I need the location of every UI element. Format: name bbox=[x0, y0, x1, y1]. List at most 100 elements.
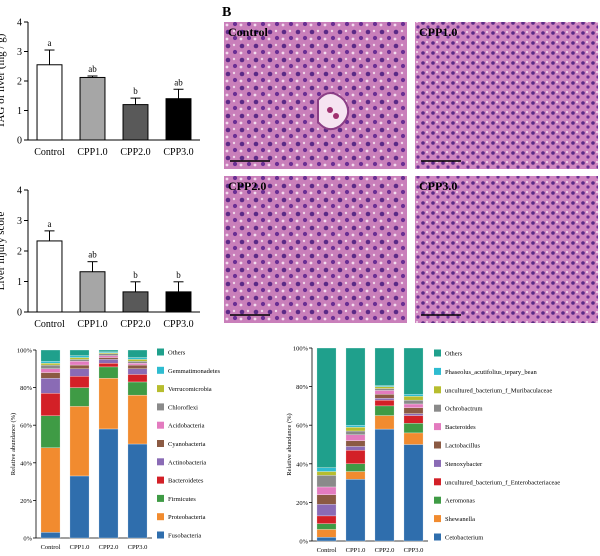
stacked-bar-segment bbox=[127, 381, 148, 396]
bar bbox=[165, 291, 192, 313]
bar bbox=[122, 291, 149, 313]
stacked-bar-segment bbox=[40, 532, 61, 539]
histology-panels: B Control CPP1.0 CPP2.0 CPP3.0 bbox=[222, 5, 598, 323]
legend-swatch bbox=[434, 349, 441, 357]
y-tick-label: 1 bbox=[17, 106, 22, 117]
x-tick-label: CPP1.0 bbox=[70, 544, 90, 551]
significance-label: ab bbox=[174, 77, 183, 87]
stacked-bar-segment bbox=[403, 444, 424, 542]
stacked-bar-segment bbox=[40, 364, 61, 369]
legend-swatch bbox=[157, 421, 164, 429]
stacked-bar-segment bbox=[98, 378, 119, 430]
histology-panel-cpp2: CPP2.0 bbox=[224, 176, 407, 323]
stacked-bar-segment bbox=[403, 407, 424, 414]
stacked-bar-segment bbox=[69, 376, 90, 388]
legend-swatch bbox=[157, 494, 164, 502]
y-tick-label: 40% bbox=[20, 460, 33, 467]
y-axis-label: TAG of liver (mg / g) bbox=[0, 33, 7, 128]
stacked-bar-segment bbox=[374, 428, 395, 542]
stacked-bar-segment bbox=[98, 353, 119, 356]
legend-swatch bbox=[157, 385, 164, 393]
stacked-bar-segment bbox=[345, 347, 366, 426]
y-tick-label: 0% bbox=[23, 536, 32, 543]
liver-injury-bar-chart: 0 1 2 3 4 Liver injury score a Control ab CPP1.0 b… bbox=[0, 186, 200, 330]
stacked-bar-segment bbox=[98, 366, 119, 379]
stacked-bar-segment bbox=[403, 423, 424, 434]
stacked-bar-segment bbox=[40, 447, 61, 533]
y-tick-label: 4 bbox=[17, 186, 22, 197]
stacked-bar-segment bbox=[127, 363, 148, 366]
legend-label: Others bbox=[445, 351, 463, 358]
stacked-bar-segment bbox=[127, 374, 148, 383]
y-tick-label: 3 bbox=[17, 216, 22, 227]
x-tick-label: CPP3.0 bbox=[128, 544, 148, 551]
stacked-bar-segment bbox=[69, 361, 90, 366]
bar bbox=[36, 240, 63, 313]
histology-label: Control bbox=[228, 25, 268, 39]
panel-label-b: B bbox=[222, 5, 231, 20]
stacked-bar-segment bbox=[69, 355, 90, 358]
histology-label: CPP2.0 bbox=[228, 179, 266, 193]
legend-label: Bacteroidetes bbox=[168, 478, 204, 485]
stacked-bar-segment bbox=[40, 378, 61, 394]
legend-label: Cetobacterium bbox=[445, 535, 483, 542]
stacked-bar-segment bbox=[127, 364, 148, 369]
y-axis-label: Relative abundance (%) bbox=[10, 413, 17, 475]
legend-swatch bbox=[434, 367, 441, 375]
legend-label: Phaseolus_acutifolius_tepary_bean bbox=[445, 369, 537, 376]
stacked-bar-segment bbox=[316, 486, 337, 495]
y-tick-label: 100% bbox=[17, 348, 33, 355]
stacked-bar-segment bbox=[40, 372, 61, 379]
stacked-bar-segment bbox=[316, 475, 337, 488]
stacked-bar-segment bbox=[345, 425, 366, 428]
x-tick-label: Control bbox=[41, 544, 61, 551]
significance-label: a bbox=[48, 219, 52, 229]
stacked-bar-segment bbox=[316, 529, 337, 538]
stacked-bar-segment bbox=[127, 361, 148, 364]
x-tick-label: CPP3.0 bbox=[163, 319, 193, 330]
stacked-bar-segment bbox=[127, 349, 148, 358]
stacked-bar-segment bbox=[316, 515, 337, 524]
y-tick-label: 4 bbox=[17, 18, 22, 29]
stacked-bar-segment bbox=[345, 471, 366, 480]
y-tick-label: 40% bbox=[296, 461, 309, 468]
bar bbox=[165, 98, 192, 141]
legend-swatch bbox=[434, 404, 441, 412]
legend-label: uncultured_bacterium_f_Enterobacteriacea… bbox=[445, 479, 560, 486]
legend-label: Lactobacillus bbox=[445, 443, 480, 450]
legend-label: Proteobacteria bbox=[168, 514, 206, 521]
legend-swatch bbox=[434, 478, 441, 486]
legend-swatch bbox=[157, 348, 164, 356]
stacked-bar-segment bbox=[403, 403, 424, 408]
significance-label: ab bbox=[88, 64, 97, 74]
stacked-bar-segment bbox=[403, 399, 424, 405]
stacked-bar-segment bbox=[345, 463, 366, 472]
stacked-bar-segment bbox=[374, 399, 395, 407]
stacked-bar-segment bbox=[374, 394, 395, 399]
legend-label: Gemmatimonadetes bbox=[168, 368, 220, 375]
stacked-bar-segment bbox=[374, 390, 395, 395]
bar bbox=[122, 104, 149, 141]
x-tick-label: CPP1.0 bbox=[77, 147, 107, 158]
y-tick-label: 60% bbox=[296, 423, 309, 430]
y-tick-label: 3 bbox=[17, 47, 22, 58]
y-tick-label: 100% bbox=[293, 346, 309, 353]
stacked-bar-segment bbox=[316, 494, 337, 505]
stacked-bar-segment bbox=[345, 426, 366, 432]
stacked-bar-segment bbox=[69, 349, 90, 356]
legend-label: Actinobacteria bbox=[168, 459, 206, 466]
stacked-bar-segment bbox=[316, 523, 337, 530]
bar bbox=[79, 271, 106, 313]
histology-panel-cpp3: CPP3.0 bbox=[415, 176, 598, 323]
stacked-bar-segment bbox=[69, 359, 90, 362]
stacked-bar-segment bbox=[316, 467, 337, 472]
legend-swatch bbox=[434, 386, 441, 394]
stacked-bar-segment bbox=[98, 428, 119, 539]
stacked-bar-segment bbox=[127, 443, 148, 539]
x-tick-label: CPP3.0 bbox=[163, 147, 193, 158]
stacked-bar-segment bbox=[345, 434, 366, 441]
significance-label: b bbox=[133, 86, 138, 96]
stacked-bar-segment bbox=[316, 347, 337, 468]
legend-label: Firmicutes bbox=[168, 496, 196, 503]
x-tick-label: CPP2.0 bbox=[120, 147, 150, 158]
